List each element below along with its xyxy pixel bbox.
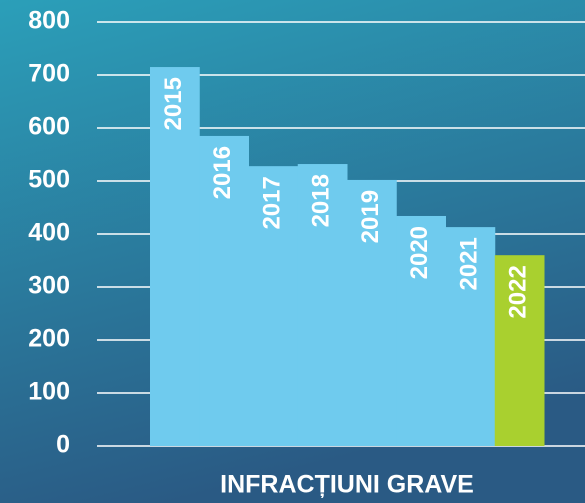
y-tick-label: 800 (28, 7, 70, 35)
bar (248, 166, 299, 446)
bar-category-label: 2016 (209, 146, 236, 199)
bar (297, 164, 348, 447)
y-tick-label: 500 (28, 166, 70, 194)
bar (347, 179, 397, 446)
y-tick-label: 100 (28, 378, 70, 406)
bar-category-label: 2021 (455, 237, 482, 290)
y-tick-label: 600 (28, 113, 70, 141)
bar (396, 215, 446, 446)
bar-category-label: 2022 (505, 265, 532, 318)
bar (150, 67, 200, 447)
bar (199, 135, 249, 446)
bar-category-label: 2019 (357, 190, 384, 243)
bar (494, 255, 545, 446)
bar (445, 227, 496, 446)
bar-category-label: 2015 (160, 77, 187, 130)
y-tick-label: 400 (28, 219, 70, 247)
bar-category-label: 2020 (406, 226, 433, 279)
bar-category-label: 2018 (308, 174, 335, 227)
y-tick-label: 700 (28, 60, 70, 88)
y-tick-label: 200 (28, 325, 70, 353)
y-tick-label: 300 (28, 272, 70, 300)
y-tick-label: 0 (56, 431, 70, 459)
x-axis-title: INFRACȚIUNI GRAVE (220, 471, 474, 499)
bar-category-label: 2017 (258, 176, 285, 229)
